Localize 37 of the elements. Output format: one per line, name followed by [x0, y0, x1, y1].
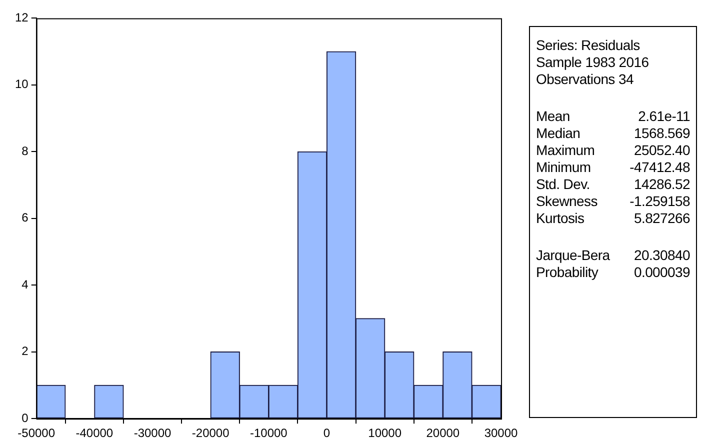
y-tick-label: 2: [22, 344, 29, 358]
text: 25052.40: [634, 142, 690, 159]
text: Series: Residuals: [536, 37, 641, 54]
x-tick-label: -10000: [250, 426, 288, 440]
text: Jarque-Bera: [536, 247, 610, 264]
text: 20.30840: [634, 247, 690, 264]
text: Minimum: [536, 159, 591, 176]
text: Probability: [536, 264, 598, 281]
text: Maximum: [536, 142, 595, 159]
y-tick-label: 10: [14, 77, 29, 92]
text: -47412.48: [630, 159, 690, 176]
text: -1.259158: [630, 193, 690, 210]
x-tick-label: -50000: [18, 426, 56, 440]
x-tick-label: -40000: [76, 426, 114, 440]
y-tick-label: 6: [22, 210, 29, 225]
text: Sample 1983 2016: [536, 54, 650, 71]
x-tick-label: 30000: [484, 426, 518, 440]
text: Median: [536, 125, 580, 142]
text: Std. Dev.: [536, 176, 590, 193]
text: Skewness: [536, 193, 598, 210]
x-tick-label: -30000: [134, 426, 172, 440]
y-tick-label: 4: [22, 277, 29, 292]
text: 0.000039: [634, 264, 690, 281]
x-tick-label: 10000: [368, 426, 402, 440]
x-tick-label: 0: [323, 426, 330, 440]
text: 1568.569: [634, 125, 690, 142]
text: Observations 34: [536, 71, 634, 88]
text: Mean: [536, 108, 570, 125]
y-tick-label: 8: [22, 144, 29, 158]
text: 2.61e-11: [638, 108, 690, 125]
x-tick-label: 20000: [426, 426, 460, 440]
y-tick-label: 12: [14, 10, 29, 25]
y-tick-label: 0: [22, 410, 29, 425]
x-tick-label: -20000: [192, 426, 230, 440]
text: Kurtosis: [536, 210, 584, 227]
text: 14286.52: [634, 176, 690, 193]
text: 5.827266: [634, 210, 690, 227]
